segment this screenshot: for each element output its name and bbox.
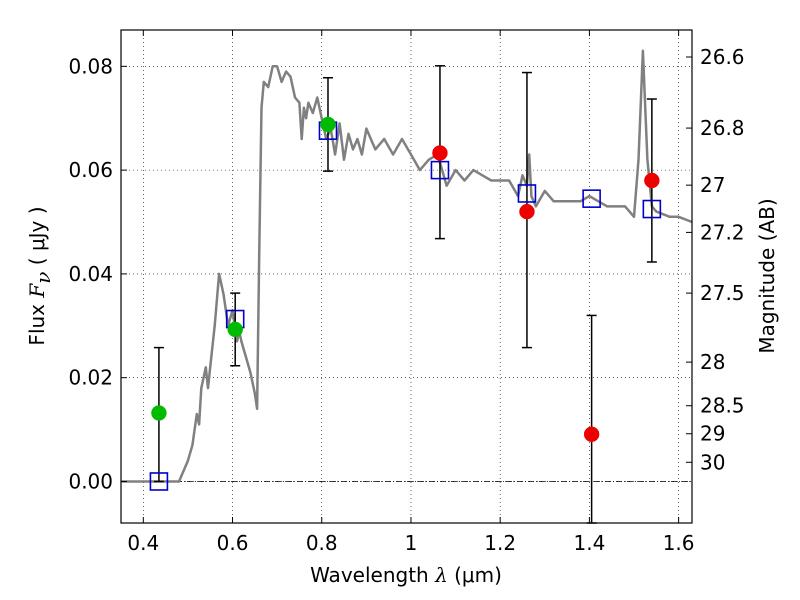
observed-point — [227, 321, 243, 338]
model-photometry-point — [430, 160, 450, 180]
mag-tick-label: 26.8 — [700, 116, 745, 140]
observed-point — [583, 426, 600, 443]
spectrum-line — [121, 49, 693, 483]
observed-points — [151, 116, 660, 443]
model-photometry-point — [582, 189, 601, 208]
tick-labels: 0.4 0.6 0.8 1 1.2 1.4 1.6 0.00 0.02 0.04 0.06 0.08 2… — [68, 45, 744, 555]
right-axis-title: Magnitude (AB) — [755, 198, 779, 353]
x-tick-label: 0.8 — [306, 531, 338, 555]
model-photometry-points — [149, 121, 662, 491]
model-photometry-point — [642, 199, 662, 219]
mag-tick-label: 26.6 — [700, 45, 745, 69]
observed-point — [151, 405, 167, 421]
mag-tick-label: 29 — [700, 422, 725, 446]
axis-ticks — [121, 30, 692, 523]
plot-frame — [120, 29, 693, 524]
y-tick-label: 0.02 — [68, 366, 113, 390]
y-tick-label: 0.06 — [68, 158, 113, 182]
model-spectrum — [121, 49, 693, 483]
mag-tick-label: 30 — [700, 450, 725, 474]
x-tick-label: 0.6 — [217, 531, 249, 555]
model-photometry-point — [149, 472, 169, 491]
x-axis-title: Wavelength λ (μm) — [310, 563, 502, 587]
y-tick-label: 0.04 — [68, 262, 113, 286]
x-tick-label: 0.4 — [127, 531, 159, 555]
observed-point — [644, 172, 660, 189]
observed-point — [519, 203, 535, 220]
x-tick-label: 1.6 — [663, 531, 695, 555]
y-tick-label: 0.08 — [68, 54, 113, 78]
y-axis-title: Flux Fν ( μJy ) — [25, 206, 55, 345]
x-tick-label: 1.4 — [573, 531, 605, 555]
observed-point — [320, 116, 336, 133]
plot-background — [121, 30, 692, 523]
observed-point — [432, 145, 448, 161]
mag-tick-label: 27.5 — [700, 281, 745, 305]
y-tick-label: 0.00 — [68, 469, 113, 493]
model-photometry-point — [517, 184, 537, 203]
mag-tick-label: 27 — [700, 173, 725, 197]
mag-tick-label: 27.2 — [700, 220, 745, 244]
x-tick-label: 1.2 — [484, 531, 516, 555]
mag-tick-label: 28.5 — [700, 394, 745, 418]
x-tick-label: 1 — [405, 531, 418, 555]
grid-lines — [121, 30, 692, 523]
mag-tick-label: 28 — [700, 350, 725, 374]
